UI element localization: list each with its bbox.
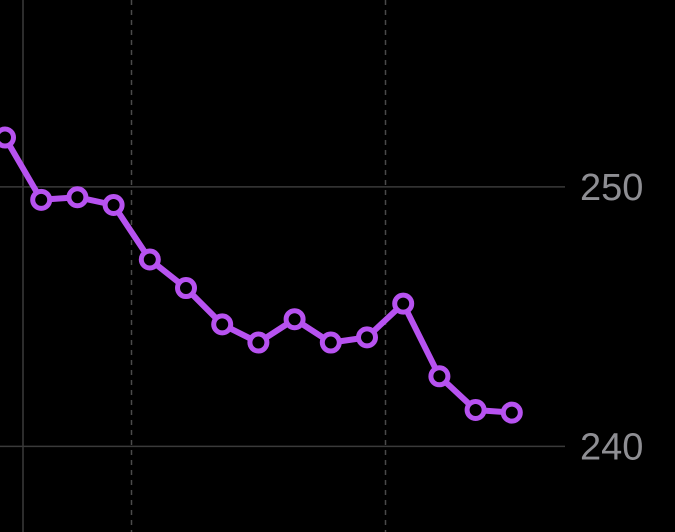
data-point (356, 326, 378, 349)
horizontal-grid-layer (0, 186, 565, 448)
data-point (392, 292, 415, 315)
data-point (464, 399, 487, 422)
data-points (0, 126, 523, 424)
data-point (319, 331, 342, 354)
y-tick-labels: 250 240 (580, 167, 643, 469)
grid-layer (22, 0, 387, 532)
data-point (30, 188, 53, 211)
data-point (428, 365, 451, 388)
data-point (211, 313, 234, 336)
data-point (102, 194, 125, 217)
data-point (500, 401, 523, 424)
data-point (66, 186, 89, 209)
y-tick-label: 250 (580, 167, 643, 209)
y-tick-label: 240 (580, 426, 643, 468)
data-point (0, 126, 16, 149)
data-point (247, 331, 270, 354)
data-point (175, 277, 197, 300)
data-point (283, 308, 306, 331)
data-point (138, 248, 161, 271)
